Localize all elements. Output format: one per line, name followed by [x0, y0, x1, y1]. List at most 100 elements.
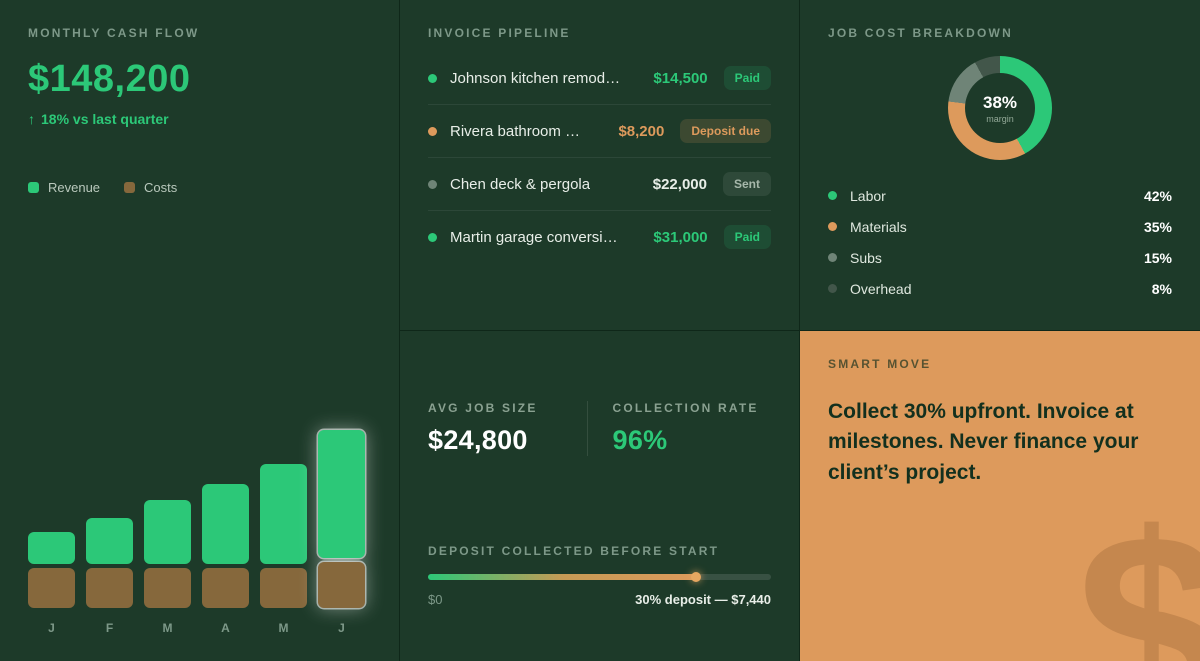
cost-bar — [86, 568, 133, 608]
status-badge: Sent — [722, 172, 771, 196]
breakdown-label: Labor — [850, 187, 886, 204]
breakdown-percent: 35% — [1143, 218, 1172, 235]
invoice-row[interactable]: Johnson kitchen remod… $14,500 Paid — [428, 52, 771, 105]
overhead-dot — [828, 284, 837, 293]
cost-bar — [260, 568, 307, 608]
breakdown-percent: 42% — [1143, 187, 1172, 204]
invoice-amount: $8,200 — [618, 122, 665, 140]
job-cost-breakdown-panel: JOB COST BREAKDOWN 38% margin Labor 42% … — [800, 0, 1200, 330]
smart-move-panel: SMART MOVE Collect 30% upfront. Invoice … — [800, 331, 1200, 661]
bar-group: J — [28, 532, 75, 635]
stat-label: AVG JOB SIZE — [428, 401, 538, 415]
legend-item-costs: Costs — [124, 180, 177, 195]
status-badge: Paid — [723, 66, 771, 90]
bar-month-label: A — [221, 621, 230, 635]
legend-label: Costs — [144, 180, 178, 195]
panel-title: SMART MOVE — [828, 357, 932, 371]
subs-dot — [828, 253, 837, 262]
invoice-name: Johnson kitchen remod… — [450, 69, 621, 87]
invoice-name: Chen deck & pergola — [450, 175, 591, 193]
revenue-swatch — [28, 182, 39, 193]
cost-bar — [202, 568, 249, 608]
breakdown-label: Materials — [850, 218, 907, 235]
breakdown-label: Subs — [850, 249, 882, 266]
arrow-up-icon: ↑ — [28, 111, 35, 127]
cost-bar — [318, 562, 365, 608]
costs-swatch — [124, 182, 136, 193]
deposit-progress-fill — [428, 574, 699, 580]
breakdown-legend: Labor 42% Materials 35% Subs 15% Overhea… — [828, 180, 1172, 304]
job-cost-donut: 38% margin — [948, 56, 1052, 160]
breakdown-row: Materials 35% — [828, 211, 1172, 242]
avg-job-size-value: $24,800 — [428, 425, 528, 455]
cost-bar — [28, 568, 75, 608]
legend-label: Revenue — [48, 180, 101, 195]
status-dot — [428, 126, 437, 136]
invoice-row[interactable]: Chen deck & pergola $22,000 Sent — [428, 158, 771, 211]
revenue-bar — [260, 464, 307, 564]
invoice-amount: $14,500 — [653, 69, 708, 87]
invoice-pipeline-panel: INVOICE PIPELINE Johnson kitchen remod… … — [400, 0, 799, 330]
revenue-bar — [318, 430, 365, 558]
materials-dot — [828, 222, 837, 231]
avg-job-size-stat: AVG JOB SIZE $24,800 — [428, 401, 587, 456]
deposit-title: DEPOSIT COLLECTED BEFORE START — [428, 544, 720, 558]
revenue-bar — [202, 484, 249, 564]
bar-group: M — [144, 500, 191, 635]
collection-rate-stat: COLLECTION RATE 96% — [586, 401, 772, 456]
invoice-amount: $31,000 — [653, 228, 708, 246]
cash-flow-value: $148,200 — [28, 58, 191, 100]
deposit-min-label: $0 — [428, 592, 443, 607]
bar-month-label: J — [338, 621, 345, 635]
status-dot — [428, 73, 437, 83]
monthly-cash-flow-panel: MONTHLY CASH FLOW $148,200 ↑ 18% vs last… — [0, 0, 399, 661]
dollar-watermark-icon: $ — [1075, 479, 1200, 661]
stat-label: COLLECTION RATE — [612, 401, 759, 415]
invoice-list: Johnson kitchen remod… $14,500 Paid Rive… — [428, 52, 771, 263]
margin-label: margin — [986, 113, 1014, 124]
status-dot — [428, 232, 437, 242]
donut-chart-wrap: 38% margin — [828, 56, 1172, 160]
stats-row: AVG JOB SIZE $24,800 COLLECTION RATE 96% — [428, 401, 771, 456]
bar-month-label: J — [48, 621, 55, 635]
invoice-name: Martin garage conversi… — [450, 228, 618, 246]
deposit-progress-track — [428, 574, 771, 580]
revenue-bar — [144, 500, 191, 564]
cash-flow-delta: ↑ 18% vs last quarter — [28, 111, 371, 127]
bar-month-label: M — [278, 621, 289, 635]
panel-title: INVOICE PIPELINE — [428, 26, 571, 40]
bar-group: A — [202, 484, 249, 635]
chart-legend: Revenue Costs — [28, 180, 371, 195]
breakdown-row: Labor 42% — [828, 180, 1172, 211]
breakdown-label: Overhead — [850, 280, 912, 297]
labor-dot — [828, 191, 837, 200]
bar-month-label: F — [105, 621, 114, 635]
invoice-name: Rivera bathroom … — [450, 122, 581, 140]
cost-bar — [144, 568, 191, 608]
bar-group: J — [318, 430, 365, 635]
invoice-row[interactable]: Rivera bathroom … $8,200 Deposit due — [428, 105, 771, 158]
legend-item-revenue: Revenue — [28, 180, 100, 195]
deposit-labels: $0 30% deposit — $7,440 — [428, 592, 771, 607]
invoice-row[interactable]: Martin garage conversi… $31,000 Paid — [428, 211, 771, 263]
panel-title: MONTHLY CASH FLOW — [28, 26, 200, 40]
bar-month-label: M — [162, 621, 173, 635]
revenue-bar — [28, 532, 75, 564]
deposit-value-label: 30% deposit — $7,440 — [635, 592, 771, 607]
status-badge: Paid — [723, 225, 771, 249]
bar-group: F — [86, 518, 133, 635]
revenue-bar — [86, 518, 133, 564]
delta-text: 18% vs last quarter — [41, 111, 169, 127]
breakdown-row: Overhead 8% — [828, 273, 1172, 304]
breakdown-row: Subs 15% — [828, 242, 1172, 273]
panel-title: JOB COST BREAKDOWN — [828, 26, 1013, 40]
smart-move-text: Collect 30% upfront. Invoice at mileston… — [828, 400, 1139, 484]
deposit-progress-block: DEPOSIT COLLECTED BEFORE START $0 30% de… — [428, 544, 771, 607]
breakdown-percent: 15% — [1143, 249, 1172, 266]
breakdown-percent: 8% — [1151, 280, 1172, 297]
stats-panel: AVG JOB SIZE $24,800 COLLECTION RATE 96%… — [400, 331, 799, 661]
status-badge: Deposit due — [680, 119, 771, 143]
margin-percent: 38% — [982, 92, 1018, 112]
